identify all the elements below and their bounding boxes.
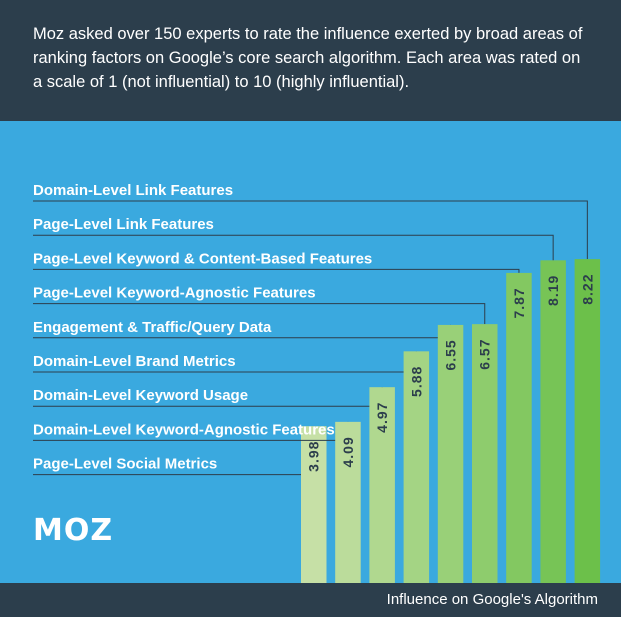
moz-logo: MOZ [33,513,114,548]
bar [403,351,430,583]
bar-value-label: 8.22 [579,274,595,305]
category-label: Page-Level Social Metrics [33,456,217,473]
category-label: Domain-Level Keyword-Agnostic Features [33,421,335,438]
bar [369,387,395,583]
category-label: Page-Level Keyword & Content-Based Featu… [33,250,372,267]
intro-text: Moz asked over 150 experts to rate the i… [33,25,583,91]
bar-value-label: 8.19 [545,275,561,306]
bar-value-label: 6.57 [477,339,493,370]
category-label: Page-Level Keyword-Agnostic Features [33,285,316,302]
bar [574,259,601,583]
bar-value-label: 4.09 [340,436,356,467]
footer-bar: Influence on Google's Algorithm [0,583,621,617]
connector-line [33,303,486,325]
category-label: Domain-Level Brand Metrics [33,353,236,370]
bar-value-label: 4.97 [374,402,390,433]
category-label: Engagement & Traffic/Query Data [33,319,272,336]
category-label: Page-Level Link Features [33,216,214,233]
bar-value-label: 5.88 [408,366,424,397]
bar [301,426,327,583]
bar-value-label: 3.98 [306,441,322,472]
x-axis-label: Influence on Google's Algorithm [386,591,598,608]
category-label: Domain-Level Keyword Usage [33,387,248,404]
bar-value-label: 6.55 [443,339,459,370]
category-label: Domain-Level Link Features [33,182,233,199]
bar-value-label: 7.87 [511,287,527,318]
connector-line [33,200,588,260]
bar [540,260,566,583]
connector-line [33,268,520,273]
bar [437,324,464,583]
header-banner: Moz asked over 150 experts to rate the i… [0,0,621,121]
bar [472,324,498,583]
bar [335,421,361,583]
bar [506,272,532,583]
connector-line [33,234,554,261]
